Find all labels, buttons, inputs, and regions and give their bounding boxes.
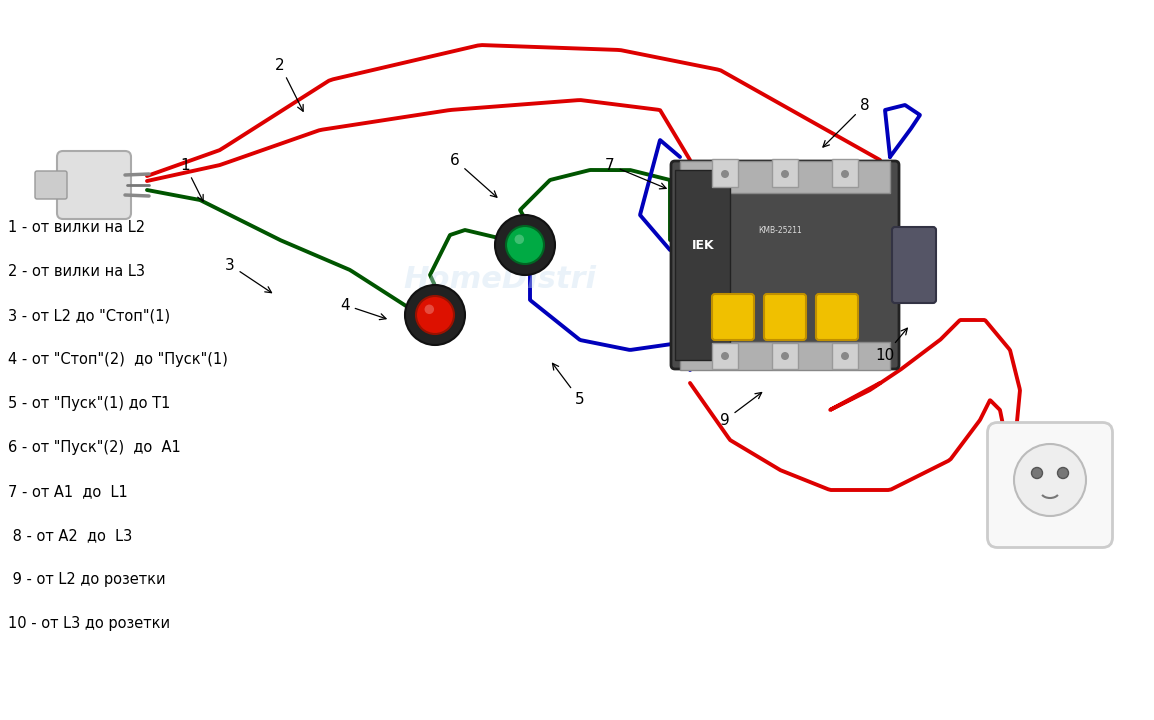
Circle shape	[515, 235, 524, 244]
Text: КМВ-25211: КМВ-25211	[758, 225, 802, 235]
Text: 6: 6	[450, 153, 497, 197]
Text: 10 - от L3 до розетки: 10 - от L3 до розетки	[8, 616, 170, 631]
Bar	[675, 170, 730, 360]
FancyBboxPatch shape	[35, 171, 67, 199]
Circle shape	[405, 285, 465, 345]
FancyBboxPatch shape	[988, 423, 1112, 547]
Text: 4: 4	[340, 297, 387, 320]
Text: 5 - от "Пуск"(1) до T1: 5 - от "Пуск"(1) до T1	[8, 396, 171, 411]
Text: 4 - от "Стоп"(2)  до "Пуск"(1): 4 - от "Стоп"(2) до "Пуск"(1)	[8, 352, 227, 367]
Circle shape	[425, 305, 434, 314]
Text: 10: 10	[876, 328, 907, 362]
Circle shape	[505, 226, 544, 264]
Text: 2: 2	[275, 58, 304, 112]
Circle shape	[841, 170, 849, 178]
Text: 7 - от A1  до  L1: 7 - от A1 до L1	[8, 484, 128, 499]
Text: 1: 1	[180, 158, 203, 202]
Bar	[712, 159, 739, 187]
Circle shape	[1057, 467, 1069, 479]
Bar	[680, 342, 890, 370]
Circle shape	[1032, 467, 1042, 479]
Text: 9 - от L2 до розетки: 9 - от L2 до розетки	[8, 572, 166, 587]
Circle shape	[841, 352, 849, 360]
Bar	[832, 159, 859, 187]
Circle shape	[721, 352, 729, 360]
Bar	[772, 343, 799, 369]
Circle shape	[781, 170, 789, 178]
Circle shape	[781, 352, 789, 360]
Text: 8: 8	[823, 97, 870, 147]
Circle shape	[1014, 444, 1086, 516]
FancyBboxPatch shape	[57, 151, 132, 219]
Circle shape	[495, 215, 555, 275]
Text: 6 - от "Пуск"(2)  до  A1: 6 - от "Пуск"(2) до A1	[8, 440, 181, 455]
Text: 7: 7	[605, 158, 666, 189]
FancyBboxPatch shape	[764, 294, 805, 340]
FancyBboxPatch shape	[712, 294, 754, 340]
Text: 8 - от A2  до  L3: 8 - от A2 до L3	[8, 528, 133, 543]
Text: 2 - от вилки на L3: 2 - от вилки на L3	[8, 264, 145, 279]
FancyBboxPatch shape	[816, 294, 859, 340]
Text: 1 - от вилки на L2: 1 - от вилки на L2	[8, 220, 145, 235]
Bar	[680, 161, 890, 193]
Text: IEK: IEK	[691, 238, 714, 251]
Text: HomeDistri: HomeDistri	[404, 266, 597, 294]
Bar	[832, 343, 859, 369]
Bar	[772, 159, 799, 187]
Text: 3: 3	[225, 258, 271, 293]
Text: 3 - от L2 до "Стоп"(1): 3 - от L2 до "Стоп"(1)	[8, 308, 170, 323]
Circle shape	[415, 296, 454, 334]
FancyBboxPatch shape	[670, 161, 899, 369]
Text: 9: 9	[720, 392, 762, 428]
Text: 5: 5	[553, 364, 585, 408]
Circle shape	[721, 170, 729, 178]
Bar	[712, 343, 739, 369]
FancyBboxPatch shape	[892, 227, 936, 303]
